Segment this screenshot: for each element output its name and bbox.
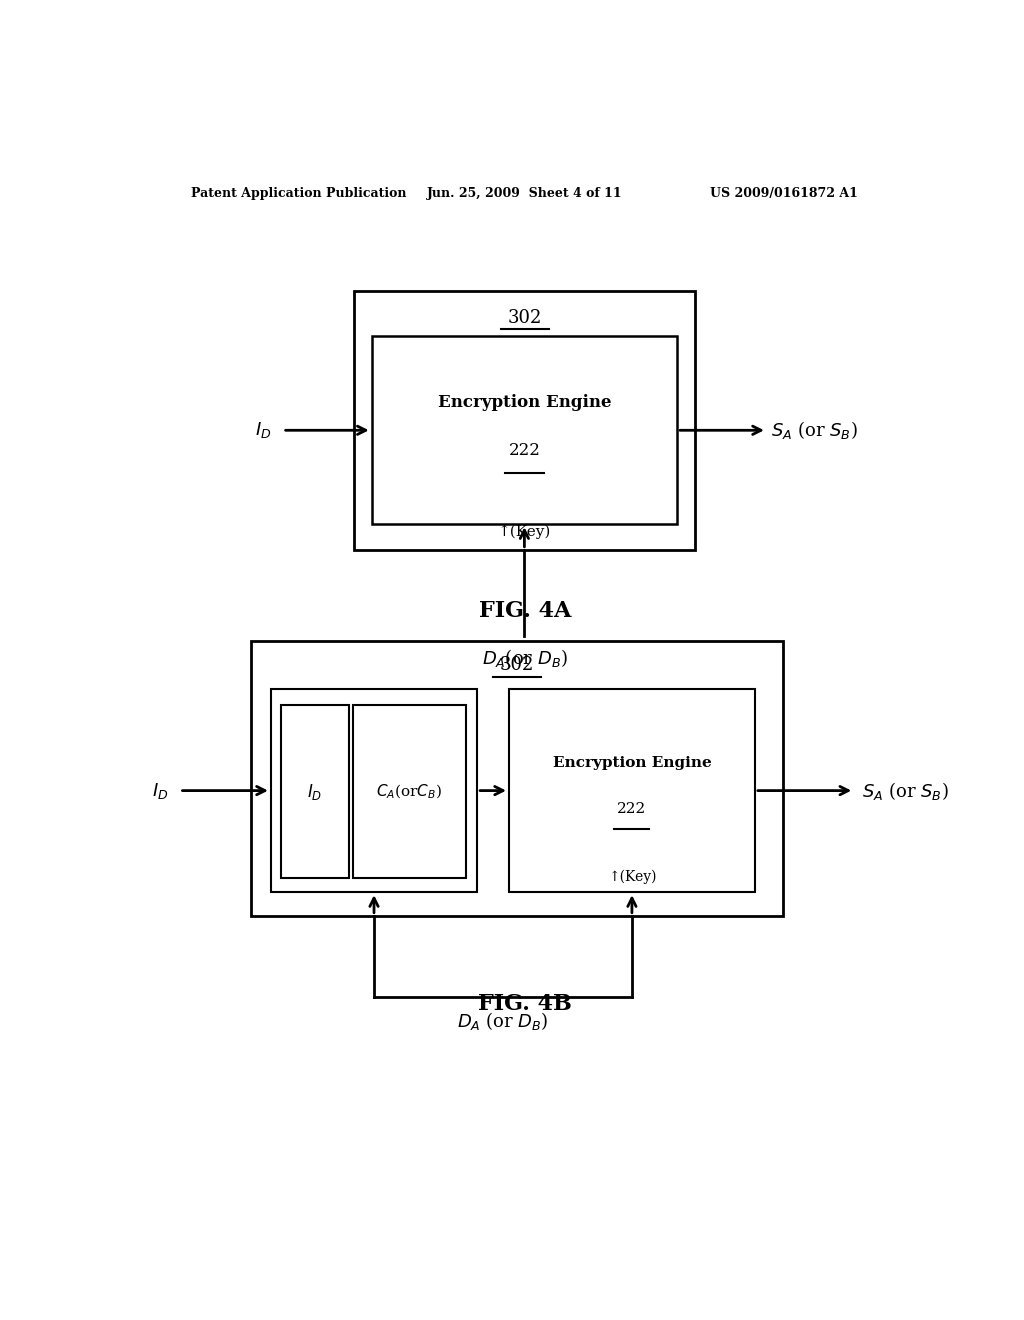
- FancyBboxPatch shape: [372, 337, 677, 524]
- Text: FIG. 4A: FIG. 4A: [478, 599, 571, 622]
- Text: ↑(Key): ↑(Key): [607, 870, 656, 884]
- Text: 222: 222: [509, 442, 541, 459]
- FancyBboxPatch shape: [251, 642, 782, 916]
- FancyBboxPatch shape: [270, 689, 477, 892]
- FancyBboxPatch shape: [509, 689, 755, 892]
- Text: $I_D$: $I_D$: [152, 780, 168, 801]
- FancyBboxPatch shape: [282, 705, 348, 878]
- Text: US 2009/0161872 A1: US 2009/0161872 A1: [711, 187, 858, 201]
- Text: $S_A$ (or $S_B$): $S_A$ (or $S_B$): [771, 420, 858, 441]
- Text: $C_A$(or$C_B$): $C_A$(or$C_B$): [377, 783, 442, 801]
- Text: Encryption Engine: Encryption Engine: [553, 756, 712, 770]
- Text: Encryption Engine: Encryption Engine: [437, 395, 611, 412]
- Text: 302: 302: [508, 309, 542, 327]
- Text: $I_D$: $I_D$: [307, 781, 323, 801]
- Text: FIG. 4B: FIG. 4B: [478, 993, 571, 1015]
- Text: Jun. 25, 2009  Sheet 4 of 11: Jun. 25, 2009 Sheet 4 of 11: [427, 187, 623, 201]
- Text: $I_D$: $I_D$: [255, 420, 271, 441]
- Text: ↑(Key): ↑(Key): [498, 525, 551, 539]
- Text: 222: 222: [617, 801, 646, 816]
- FancyBboxPatch shape: [352, 705, 466, 878]
- Text: $D_A$(or $D_B$): $D_A$(or $D_B$): [481, 648, 567, 669]
- Text: $D_A$ (or $D_B$): $D_A$ (or $D_B$): [458, 1010, 549, 1032]
- Text: 302: 302: [500, 656, 535, 675]
- Text: $S_A$ (or $S_B$): $S_A$ (or $S_B$): [862, 780, 949, 801]
- Text: Patent Application Publication: Patent Application Publication: [191, 187, 407, 201]
- FancyBboxPatch shape: [354, 290, 695, 549]
